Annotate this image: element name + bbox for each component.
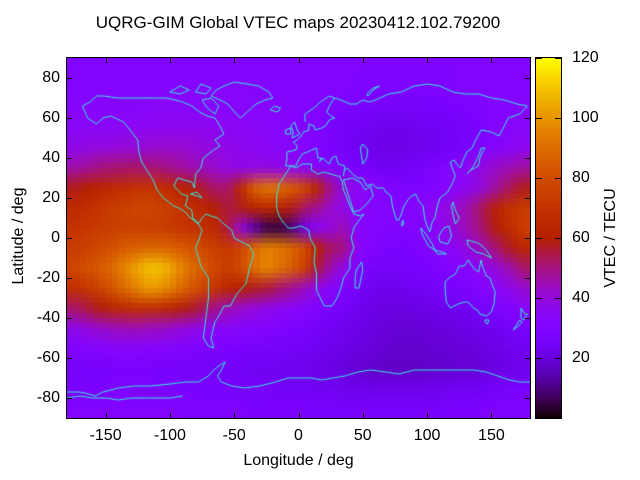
y-tick-label: 40 xyxy=(42,149,60,166)
y-tick-mark xyxy=(67,198,72,199)
y-tick-mark xyxy=(67,238,72,239)
x-tick-mark xyxy=(491,413,493,418)
y-tick-mark xyxy=(525,398,530,399)
y-tick-label: 80 xyxy=(42,69,60,86)
x-tick-mark xyxy=(169,413,171,418)
colorbar-tick-mark xyxy=(555,178,561,179)
y-tick-mark xyxy=(67,78,72,79)
y-tick-label: -40 xyxy=(36,309,60,326)
colorbar-tick-mark xyxy=(536,238,542,239)
colorbar-tick-label: 40 xyxy=(572,289,590,306)
x-tick-label: 100 xyxy=(413,427,441,444)
colorbar-tick-mark xyxy=(555,58,561,59)
x-tick-mark xyxy=(298,413,300,418)
x-tick-mark xyxy=(362,58,364,63)
y-tick-mark xyxy=(525,358,530,359)
y-tick-label: 0 xyxy=(51,229,60,246)
y-tick-mark xyxy=(525,158,530,159)
x-tick-mark xyxy=(234,58,236,63)
y-tick-mark xyxy=(67,278,72,279)
colorbar-tick-label: 60 xyxy=(572,229,590,246)
x-tick-mark xyxy=(362,413,364,418)
y-tick-mark xyxy=(525,238,530,239)
colorbar-tick-mark xyxy=(536,178,542,179)
colorbar-tick-mark xyxy=(536,298,542,299)
y-tick-mark xyxy=(67,358,72,359)
colorbar-tick-label: 80 xyxy=(572,169,590,186)
y-tick-label: 60 xyxy=(42,109,60,126)
x-tick-mark xyxy=(105,58,107,63)
x-tick-label: -50 xyxy=(222,427,246,444)
x-tick-mark xyxy=(427,58,429,63)
y-tick-label: -80 xyxy=(36,389,60,406)
colorbar-tick-label: 20 xyxy=(572,349,590,366)
x-tick-mark xyxy=(169,58,171,63)
x-tick-label: -150 xyxy=(89,427,122,444)
x-axis-label: Longitude / deg xyxy=(243,452,354,469)
coastline-overlay-canvas xyxy=(67,58,530,418)
y-tick-mark xyxy=(525,278,530,279)
x-tick-label: -100 xyxy=(153,427,186,444)
x-tick-mark xyxy=(298,58,300,63)
y-tick-mark xyxy=(67,318,72,319)
colorbar-tick-label: 100 xyxy=(572,109,599,126)
x-tick-label: 150 xyxy=(478,427,505,444)
x-tick-mark xyxy=(105,413,107,418)
map-plot-area xyxy=(66,57,531,419)
x-tick-mark xyxy=(491,58,493,63)
colorbar-tick-mark xyxy=(555,238,561,239)
x-tick-mark xyxy=(234,413,236,418)
x-tick-label: 50 xyxy=(353,427,372,444)
y-tick-mark xyxy=(67,118,72,119)
y-tick-mark xyxy=(525,198,530,199)
colorbar-tick-mark xyxy=(555,298,561,299)
x-tick-mark xyxy=(427,413,429,418)
x-tick-label: 0 xyxy=(294,427,303,444)
chart-title: UQRG-GIM Global VTEC maps 20230412.102.7… xyxy=(95,13,501,32)
y-tick-mark xyxy=(67,398,72,399)
colorbar-tick-mark xyxy=(536,358,542,359)
colorbar-tick-label: 120 xyxy=(572,49,599,66)
colorbar-axis-label: VTEC / TECU xyxy=(602,188,619,288)
y-tick-mark xyxy=(525,118,530,119)
y-tick-label: 20 xyxy=(42,189,60,206)
y-tick-label: -20 xyxy=(36,269,60,286)
colorbar-tick-mark xyxy=(536,58,542,59)
colorbar-tick-mark xyxy=(555,118,561,119)
y-tick-mark xyxy=(525,78,530,79)
y-tick-mark xyxy=(525,318,530,319)
y-tick-mark xyxy=(67,158,72,159)
colorbar-tick-mark xyxy=(536,118,542,119)
colorbar-tick-mark xyxy=(555,358,561,359)
y-tick-label: -60 xyxy=(36,349,60,366)
